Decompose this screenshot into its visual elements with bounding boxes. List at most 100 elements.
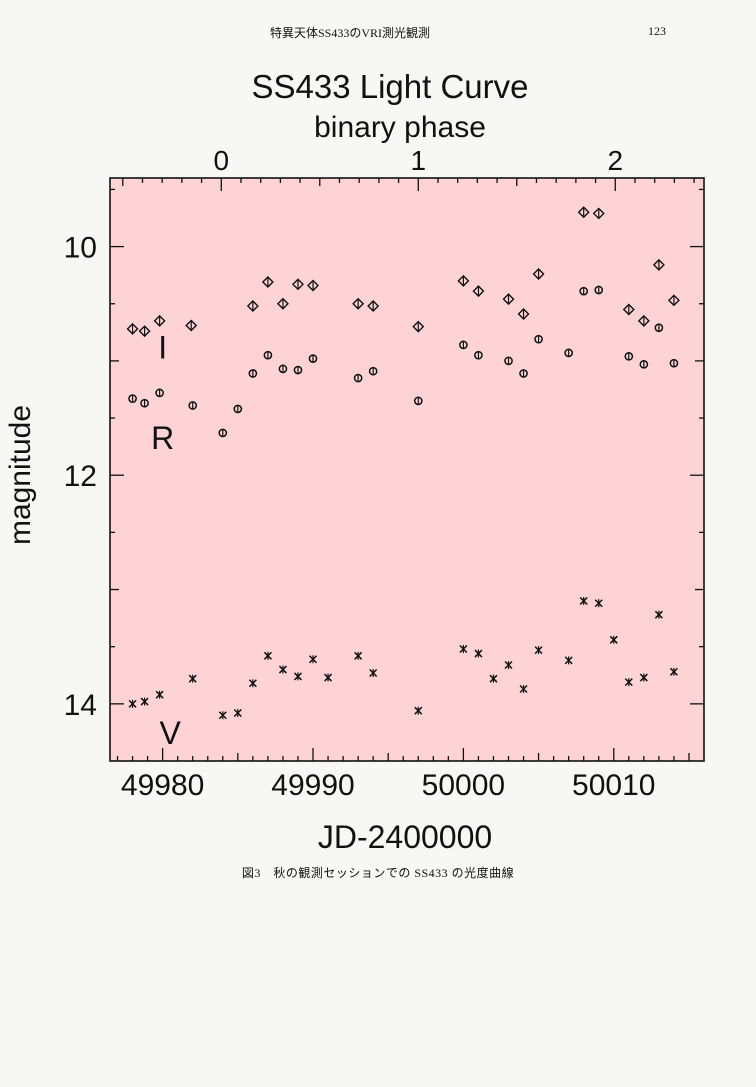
data-point-V <box>218 711 227 720</box>
phase-tick-label: 0 <box>213 145 229 176</box>
y-axis-label: magnitude <box>4 405 37 545</box>
data-point-V <box>579 596 588 605</box>
data-point-I <box>637 314 650 327</box>
data-point-I <box>291 278 304 291</box>
data-point-I <box>352 297 365 310</box>
data-point-I <box>652 258 665 271</box>
data-point-V <box>354 651 363 660</box>
x-axis-label: JD-2400000 <box>318 819 492 855</box>
data-point-I <box>138 325 151 338</box>
data-point-R <box>128 394 137 403</box>
data-point-I <box>412 320 425 333</box>
data-point-V <box>564 656 573 665</box>
data-point-R <box>368 366 378 376</box>
data-point-R <box>353 373 363 383</box>
series-I <box>126 206 680 338</box>
phase-tick-label: 1 <box>410 145 426 176</box>
data-point-V <box>414 706 423 715</box>
data-point-V <box>308 655 318 664</box>
data-point-R <box>155 388 164 398</box>
data-point-R <box>504 356 513 366</box>
data-point-V <box>594 599 603 608</box>
data-point-V <box>474 649 483 658</box>
chart-title: SS433 Light Curve <box>251 68 528 105</box>
data-point-V <box>624 678 633 687</box>
figure-caption: 図3 秋の観測セッションでの SS433 の光度曲線 <box>241 866 515 880</box>
series-label-V: V <box>159 715 181 751</box>
data-point-R <box>278 364 288 374</box>
data-point-R <box>639 359 649 369</box>
data-point-I <box>577 206 590 219</box>
data-point-V <box>654 610 663 619</box>
y-tick-label: 14 <box>64 689 97 722</box>
plot-area <box>109 177 705 762</box>
x-tick-label: 49980 <box>121 769 204 802</box>
data-point-R <box>308 354 318 363</box>
data-point-I <box>457 274 470 287</box>
data-point-I <box>502 293 515 306</box>
data-point-V <box>128 699 137 708</box>
x-tick-label: 50010 <box>572 769 655 802</box>
data-point-R <box>564 348 574 358</box>
data-point-I <box>472 285 485 298</box>
data-point-R <box>534 334 543 344</box>
series-V <box>128 596 678 720</box>
data-point-V <box>504 660 513 670</box>
data-point-I <box>153 314 166 327</box>
y-tick-label: 12 <box>64 460 97 493</box>
data-point-V <box>324 673 333 682</box>
data-point-V <box>155 690 164 699</box>
data-point-V <box>140 697 149 706</box>
data-point-R <box>413 396 423 406</box>
data-point-R <box>263 350 273 360</box>
data-point-I <box>667 294 680 307</box>
data-point-I <box>532 268 545 281</box>
data-point-R <box>140 398 149 408</box>
data-point-R <box>624 351 634 361</box>
data-point-I <box>622 303 635 316</box>
series-R <box>128 285 679 438</box>
page-number: 123 <box>648 24 666 38</box>
data-point-R <box>579 286 589 296</box>
data-point-R <box>654 323 664 333</box>
data-point-R <box>519 369 528 378</box>
data-point-I <box>592 207 605 220</box>
data-point-R <box>594 285 604 295</box>
series-labels: I R V <box>151 330 181 751</box>
data-point-I <box>185 319 198 332</box>
data-point-V <box>669 667 678 676</box>
x-tick-label: 49990 <box>271 769 354 802</box>
data-point-V <box>263 651 272 660</box>
data-point-I <box>517 308 530 321</box>
running-head: 特異天体SS433のVRI測光観測 123 <box>0 24 756 44</box>
data-point-V <box>489 674 498 683</box>
data-point-I <box>276 297 289 310</box>
data-point-R <box>293 365 303 375</box>
data-point-I <box>261 276 274 289</box>
y-tick-label: 10 <box>64 232 97 265</box>
phase-tick-label: 2 <box>607 145 623 176</box>
data-marks <box>126 206 680 720</box>
secondary-x-axis-label: binary phase <box>314 111 486 144</box>
data-point-R <box>474 350 483 360</box>
data-point-V <box>459 644 468 654</box>
data-point-R <box>218 428 228 438</box>
data-point-R <box>248 369 258 378</box>
data-point-V <box>534 646 543 655</box>
data-point-R <box>233 404 243 414</box>
series-label-R: R <box>151 420 174 456</box>
data-point-I <box>126 322 139 335</box>
data-point-R <box>669 358 679 368</box>
data-point-R <box>459 340 468 350</box>
data-point-V <box>519 684 528 694</box>
data-point-V <box>248 679 257 688</box>
data-point-I <box>367 300 380 313</box>
data-point-V <box>188 674 197 683</box>
series-label-I: I <box>158 330 167 366</box>
data-point-V <box>293 672 303 681</box>
data-point-I <box>246 300 259 313</box>
data-point-V <box>278 665 287 674</box>
x-tick-label: 50000 <box>422 769 505 802</box>
